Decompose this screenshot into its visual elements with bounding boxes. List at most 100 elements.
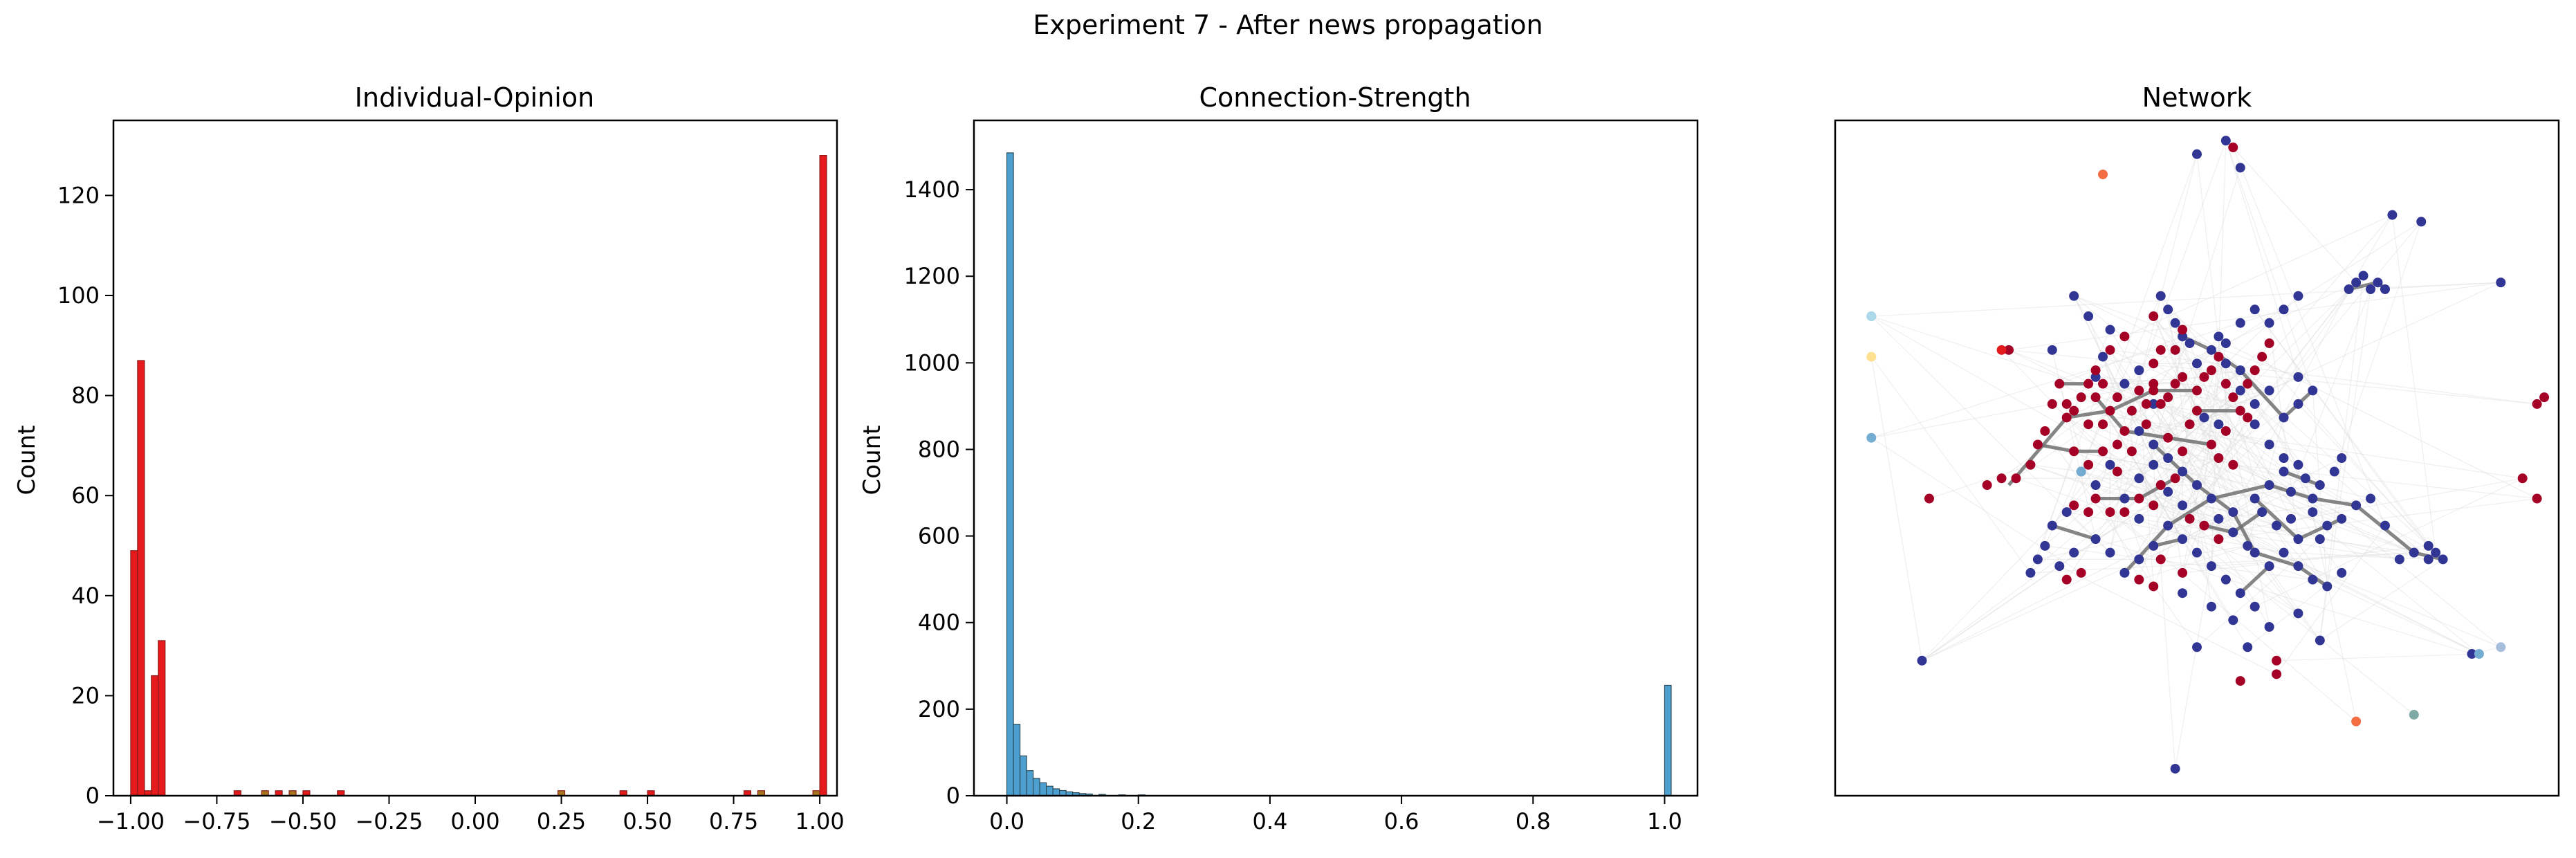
network-node [2243,378,2253,389]
bar [158,640,166,796]
network-node [2315,534,2325,545]
strong-edge [2007,416,2068,486]
faint-edge [1922,491,2169,661]
faint-edge [2095,484,2198,540]
network-node [1996,473,2007,484]
network-node [2358,271,2368,281]
network-node [2119,378,2130,389]
network-node [2293,459,2303,470]
faint-edge [2045,545,2313,581]
network-node [2141,419,2151,430]
network-node [2134,426,2144,436]
chart-title: Individual-Opinion [355,82,594,113]
faint-edge [1870,356,1923,661]
network-node [2380,284,2390,294]
bar [1032,778,1040,796]
network-node [2090,493,2101,504]
x-tick-label: 0.25 [537,808,586,834]
faint-edge [2167,397,2212,567]
network-node [2112,439,2122,450]
figure-suptitle: Experiment 7 - After news propagation [1033,10,1543,40]
faint-edge [2153,477,2523,547]
network-node [2214,419,2224,430]
network-node [2220,378,2231,389]
network-node [2069,500,2079,511]
network-node [2004,345,2014,355]
network-node [2192,358,2202,369]
faint-edge [2196,356,2219,553]
faint-edge [2139,477,2169,493]
network-node [2264,561,2274,572]
faint-edge [2138,477,2154,506]
network-node [2279,453,2289,463]
network-node [2264,338,2274,349]
network-node [2149,311,2159,322]
faint-edge [2059,336,2183,385]
network-node [2243,540,2253,551]
faint-edge [2073,295,2270,391]
network-node [2308,507,2318,518]
bar [1664,684,1672,796]
network-node [2134,493,2144,504]
network-node [2293,291,2303,301]
faint-edge [2095,140,2227,499]
network-node [2257,507,2267,518]
network-node [2272,655,2282,666]
panel-network: Network [1834,82,2560,797]
network-node [2264,385,2274,396]
strong-edge [2232,511,2263,534]
faint-edge [2153,316,2342,574]
faint-edge [2139,518,2400,560]
network-node [2366,284,2376,294]
network-node [2235,163,2245,173]
network-node [2351,277,2362,288]
faint-edge [2211,552,2414,567]
network-node [2149,500,2159,511]
strong-edge [2238,369,2285,419]
network-node [2178,500,2188,511]
network-node [2090,372,2101,382]
network-node [2178,466,2188,477]
faint-edge [2182,450,2415,554]
faint-edge [2044,369,2241,547]
network-node [2438,554,2448,565]
faint-edge [2247,417,2285,547]
faint-edge [2131,450,2328,527]
y-axis-label: Count [13,426,41,495]
x-tick-label: −0.50 [269,808,337,834]
network-node [2351,500,2362,511]
network-node [2061,412,2072,423]
network-node [2243,642,2253,652]
faint-edge [2109,349,2169,459]
faint-edge [2138,390,2154,587]
faint-edge [1929,464,2031,500]
x-tick-label: 1.00 [795,808,844,834]
network-node [2170,345,2180,355]
faint-edge [2225,363,2299,466]
faint-edge [2131,390,2241,452]
network-node [2119,331,2130,342]
x-tick-label: 0.2 [1121,808,1156,834]
y-tick-label: 20 [71,682,100,709]
network-node [2337,453,2347,463]
network-node [2235,588,2245,599]
network-node [2293,399,2303,409]
network-node [2192,149,2202,159]
strong-edge [2203,524,2234,534]
network-node [2214,513,2224,524]
network-node [2178,331,2188,342]
faint-edge [2211,369,2241,412]
y-tick-label: 120 [57,182,100,208]
strong-edge [2123,524,2170,574]
network-node [2178,325,2188,335]
network-node [2409,709,2419,720]
network-node [2474,649,2484,659]
strong-edge [2166,497,2213,527]
network-node [2134,513,2144,524]
faint-edge [1870,356,2031,574]
network-node [2366,493,2376,504]
network-node [2220,358,2231,369]
network-node [2032,439,2043,450]
network-node [2069,446,2079,457]
network-node [2163,520,2173,531]
